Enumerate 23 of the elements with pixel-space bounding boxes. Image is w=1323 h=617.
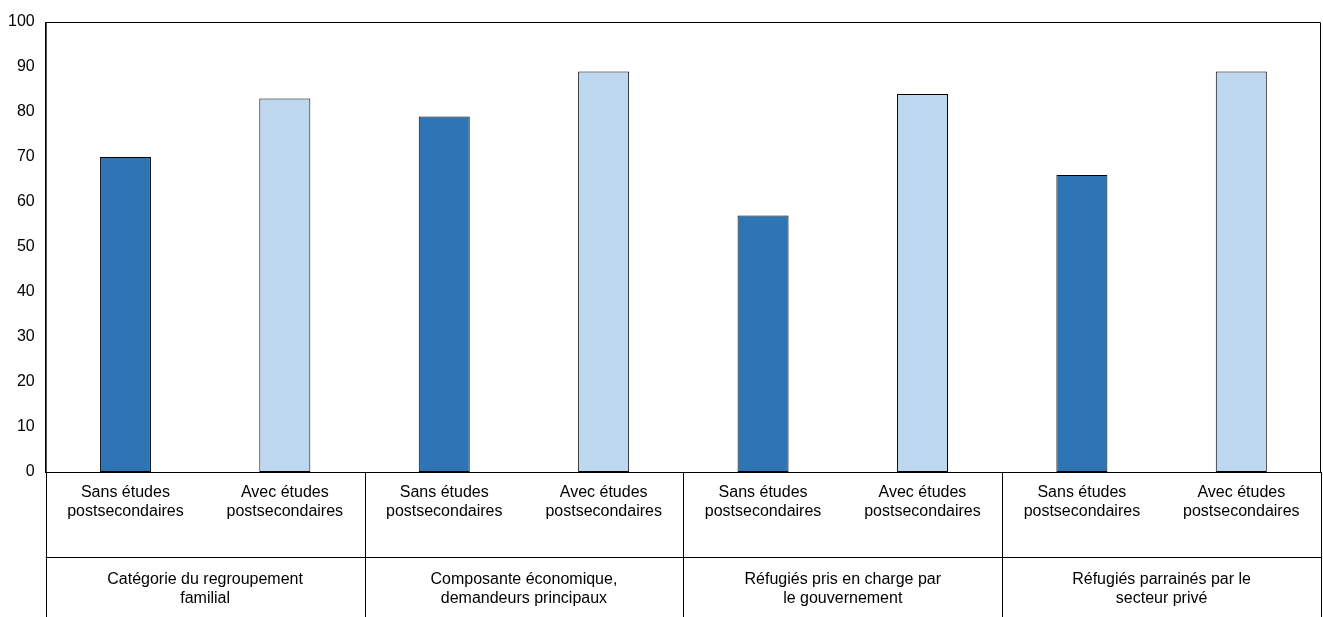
- x-tick-label: Avec études postsecondaires: [864, 483, 981, 520]
- x-tick-label: Sans études postsecondaires: [67, 483, 184, 520]
- text: Réfugiés parrainés par le secteur privé: [1072, 570, 1252, 607]
- x-tick-label: Sans études postsecondaires: [1023, 483, 1141, 520]
- y-tick-label: 80: [16, 102, 35, 120]
- y-tick-label: 70: [16, 147, 35, 165]
- x-tick-label: Avec études postsecondaires: [545, 483, 662, 520]
- x-tick-label: Sans études postsecondaires: [385, 483, 503, 520]
- y-tick-label: 40: [16, 282, 35, 300]
- y-tick-label: 100: [7, 12, 35, 30]
- text: Catégorie du regroupement familial: [107, 570, 304, 607]
- text: Composante économique, demandeurs principaux: [430, 570, 618, 607]
- y-tick-label: 60: [16, 192, 35, 210]
- x-tick-label: Avec études postsecondaires: [1183, 483, 1300, 520]
- x-tick-label: Avec études postsecondaires: [226, 483, 344, 520]
- y-tick-label: 90: [16, 57, 35, 75]
- y-tick-label: 30: [16, 327, 35, 345]
- y-tick-label: 50: [16, 237, 35, 255]
- y-tick-label: 20: [16, 372, 35, 390]
- y-tick-label: 10: [16, 417, 35, 435]
- x-tick-label: Sans études postsecondaires: [704, 483, 822, 520]
- text: Réfugiés pris en charge par le gouvernement: [744, 570, 942, 607]
- y-tick-label: 0: [25, 462, 35, 480]
